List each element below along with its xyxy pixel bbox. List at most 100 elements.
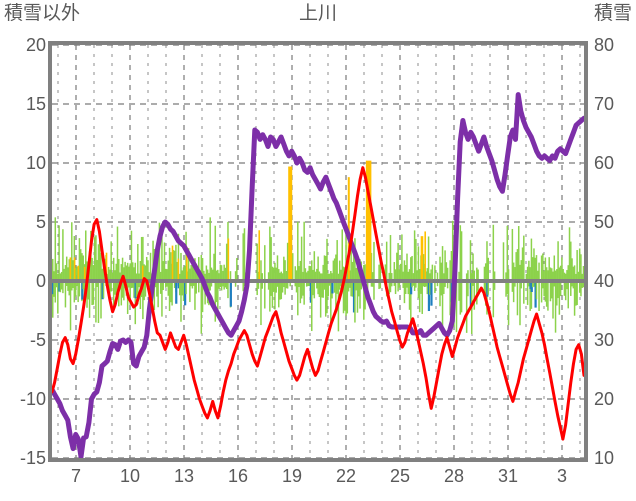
rain-bar (341, 229, 343, 281)
rain-bar (260, 281, 262, 326)
rain-bar (182, 281, 185, 301)
rain-bar (459, 281, 462, 315)
rain-bar (281, 281, 284, 293)
snowfall-bar (347, 177, 350, 281)
rain-bar (399, 263, 402, 281)
rain-bar (519, 264, 521, 281)
rain-bar (581, 273, 583, 281)
rain-bar (142, 281, 144, 320)
snowfall-bar (69, 257, 72, 281)
rain-bar (225, 243, 228, 281)
rain-bar (211, 269, 214, 281)
rain-bar (77, 281, 79, 303)
rain-bar (582, 281, 584, 288)
x-tick-31: 31 (497, 466, 519, 486)
rain-bar (389, 235, 392, 281)
rain-bar (459, 225, 462, 281)
rain-bar (295, 270, 298, 281)
rain-bar (283, 256, 285, 281)
rain-bar (303, 221, 305, 281)
rain-bar (371, 281, 374, 287)
left-tick-5: 5 (35, 212, 46, 232)
rain-bar (544, 281, 547, 302)
rain-bar (153, 281, 156, 311)
rain-bar (547, 281, 549, 311)
rain-bar (538, 262, 540, 281)
rain-bar (519, 281, 521, 326)
rain-bar (79, 249, 82, 281)
rain-bar (408, 281, 411, 310)
rain-bar (542, 281, 544, 289)
rain-bar (514, 267, 516, 281)
rain-bar (572, 281, 575, 289)
rain-bar (55, 263, 58, 281)
rain-bar (531, 257, 534, 281)
rain-bar (78, 238, 81, 281)
rain-bar (206, 269, 209, 281)
rain-bar (397, 243, 399, 281)
rain-bar (95, 235, 97, 281)
rain-bar (72, 281, 74, 289)
rain-bar (285, 271, 288, 281)
snowfall-bar (141, 265, 144, 281)
rain-bar (299, 260, 302, 281)
rain-bar (449, 260, 451, 281)
rain-bar (307, 281, 309, 287)
rain-bar (421, 281, 423, 314)
rain-bar (283, 281, 285, 288)
rain-bar (422, 281, 425, 287)
rain-bar (178, 281, 181, 296)
rain-bar (166, 281, 168, 287)
rain-bar (378, 264, 380, 281)
rain-bar (209, 281, 211, 291)
rain-bar (553, 281, 556, 287)
rain-bar (515, 252, 517, 281)
series-snow-depth (52, 92, 584, 458)
rain-bar (134, 262, 137, 281)
rain-bar (65, 281, 68, 286)
rain-bar (278, 269, 280, 281)
rain-bar (570, 281, 572, 296)
rain-bar (373, 241, 375, 281)
rain-bar (110, 281, 112, 292)
rain-bar (523, 235, 525, 281)
rain-bar (506, 281, 509, 295)
rain-bar (512, 262, 515, 281)
rain-bar (436, 272, 439, 281)
rain-bar (95, 281, 97, 323)
rain-bar (215, 281, 218, 303)
rain-bar (178, 273, 181, 281)
rain-bar (389, 281, 392, 293)
rain-bar (578, 248, 581, 281)
rain-bar (350, 281, 352, 297)
snowfall-bar (186, 246, 188, 281)
rain-bar (278, 281, 280, 308)
rain-bar (564, 273, 567, 281)
rain-bar (138, 273, 140, 281)
rain-bar (192, 259, 195, 281)
chart-title: 上川 (298, 3, 337, 24)
rain-bar (92, 265, 95, 281)
rain-bar (58, 225, 60, 281)
rain-bar (229, 271, 232, 281)
rain-bar (323, 255, 326, 281)
rain-bar (571, 258, 573, 281)
rain-bar (566, 281, 568, 290)
rain-bar (74, 268, 77, 281)
rain-bar (264, 245, 266, 281)
rain-bar (327, 273, 330, 281)
rain-bar (312, 281, 314, 296)
rain-bar (345, 229, 347, 281)
rain-bar (171, 281, 173, 306)
rain-bar (54, 281, 57, 303)
sleet-bar (184, 281, 187, 306)
left-tick-10: 10 (25, 153, 46, 173)
rain-bar (121, 257, 124, 281)
rain-bar (434, 281, 436, 294)
rain-bar (242, 233, 244, 281)
rain-bar (115, 263, 117, 281)
rain-bar (172, 249, 175, 281)
right-tick-80: 80 (594, 35, 615, 55)
rain-bar (476, 281, 478, 305)
